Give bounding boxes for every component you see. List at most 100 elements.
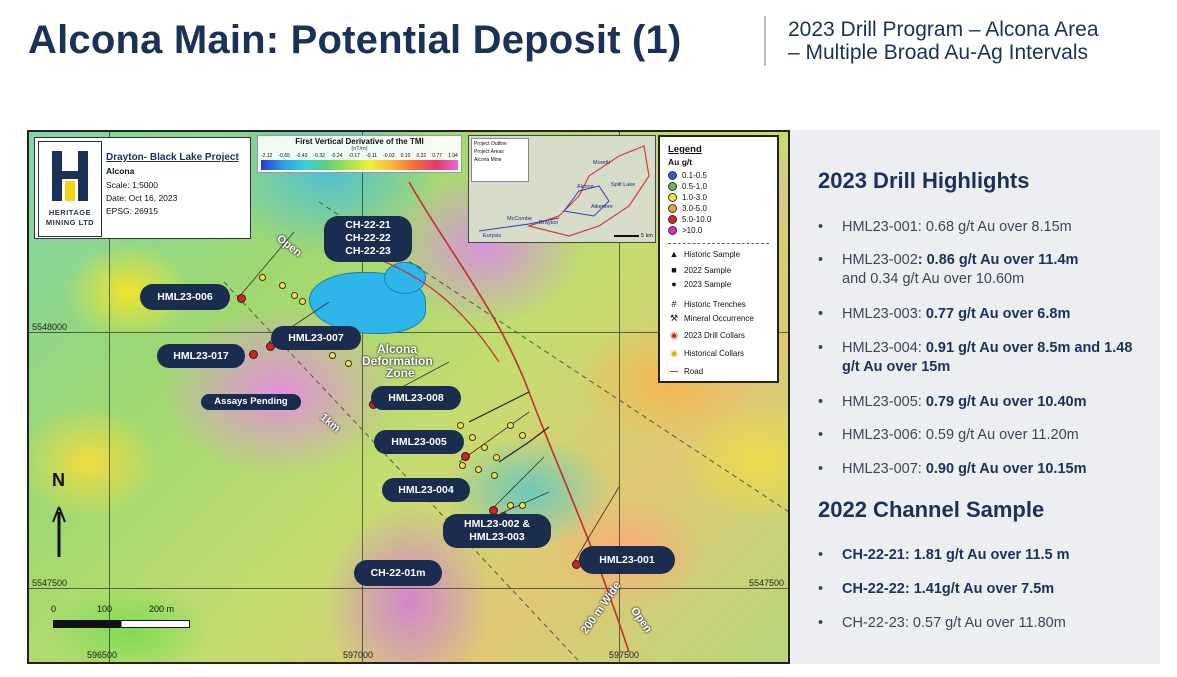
inset-map: Project Outline Project Areas Alcona Min… — [468, 135, 656, 243]
inset-legend-item: Alcona Mine — [474, 157, 502, 163]
inset-linework — [478, 145, 650, 237]
sample-dot — [469, 434, 476, 441]
project-name: Drayton- Black Lake Project — [106, 152, 239, 163]
sample-dot — [475, 466, 482, 473]
page-title: Alcona Main: Potential Deposit (1) — [28, 18, 682, 62]
map-epsg: EPSG: 26915 — [106, 206, 158, 216]
inset-place: McCombe — [507, 216, 533, 222]
sample-dot — [459, 462, 466, 469]
tmi-ticks: -2.12 -0.65 -0.43 -0.32 -0.24 -0.17 -0.1… — [261, 153, 458, 159]
drill-trace — [458, 411, 530, 463]
drill-trace — [493, 456, 545, 508]
map-date: Date: Oct 16, 2023 — [106, 193, 178, 203]
channel-callout: CH-22-01m — [354, 560, 442, 586]
grid-line — [29, 332, 788, 333]
sample-dot — [299, 298, 306, 305]
tmi-tick: -0.17 — [348, 153, 360, 159]
inset-place: Eurysis — [483, 233, 502, 239]
legend-grade-item: 1.0-3.0 — [668, 193, 707, 202]
drill-callout: HML23-001 — [579, 546, 675, 574]
legend-grade-item: 5.0-10.0 — [668, 215, 711, 224]
inset-place: Drayton — [539, 220, 559, 226]
triangle-icon: ▲ — [669, 249, 679, 259]
page-subtitle: 2023 Drill Program – Alcona Area – Multi… — [788, 18, 1099, 64]
road — [408, 181, 630, 653]
tmi-tick: 1.94 — [448, 153, 458, 159]
map-scale: Scale: 1:5000 — [106, 180, 158, 190]
grid-line — [29, 588, 788, 589]
road-icon: — — [669, 366, 679, 376]
zone-label: Zone — [386, 366, 415, 380]
legend-symbol-item: # Historic Trenches — [668, 299, 745, 309]
grade-dot-icon — [668, 171, 677, 180]
inset-place: Alcona — [577, 184, 594, 190]
subtitle-line-2: – Multiple Broad Au-Ag Intervals — [788, 41, 1088, 64]
legend-divider — [668, 243, 769, 244]
scale-label: 100 — [97, 604, 113, 614]
legend-symbol-item: ■ 2022 Sample — [668, 265, 731, 275]
map-legend: Legend Au g/t 0.1-0.5 0.5-1.0 1.0-3.0 3.… — [658, 135, 779, 383]
drill-callout: HML23-007 — [271, 326, 361, 350]
northing-label: 5547500 — [32, 578, 68, 588]
grade-dot-icon — [668, 204, 677, 213]
trench — [498, 426, 550, 463]
lake — [384, 262, 426, 294]
sample-dot — [519, 432, 526, 439]
grade-dot-icon — [668, 226, 677, 235]
drill-callout: HML23-002 & HML23-003 — [443, 514, 551, 548]
drill-callout: HML23-005 — [374, 430, 464, 454]
drill-trace — [573, 486, 620, 563]
trench-icon: # — [671, 299, 677, 309]
logo-text: HERITAGE — [48, 208, 92, 217]
pickaxe-icon: ⚒ — [669, 313, 679, 323]
zone-label: Alcona — [377, 342, 418, 356]
square-icon: ■ — [671, 265, 677, 275]
sample-dot — [491, 472, 498, 479]
easting-label: 597500 — [609, 650, 640, 660]
sample-dot — [507, 502, 514, 509]
legend-grade-item: 0.1-0.5 — [668, 171, 707, 180]
subtitle-line-1: 2023 Drill Program – Alcona Area — [788, 18, 1099, 41]
tmi-tick: -0.32 — [313, 153, 325, 159]
sample-dot — [457, 422, 464, 429]
assays-pending-label: Assays Pending — [201, 394, 301, 410]
scale-label: 0 — [51, 604, 57, 614]
scale-label: 200 m — [149, 604, 175, 614]
channel-sample-heading: 2022 Channel Sample — [818, 497, 1045, 522]
easting-label: 596500 — [87, 650, 118, 660]
grade-dot-icon — [668, 215, 677, 224]
inset-place: Aikenore — [591, 204, 613, 210]
grid-line — [109, 132, 110, 662]
highlights-panel: 2023 Drill Highlights • HML23-001: 0.68 … — [790, 130, 1160, 664]
inset-legend-item: Project Areas — [474, 149, 504, 155]
north-arrow-label: N — [52, 470, 65, 490]
deformation-zone-line — [223, 281, 581, 662]
sample-dot — [507, 422, 514, 429]
scale-bar — [53, 620, 190, 628]
tmi-tick: -0.24 — [331, 153, 343, 159]
inset-legend: Project Outline Project Areas Alcona Min… — [471, 138, 529, 182]
sample-dot — [481, 444, 488, 451]
company-logo: HERITAGE MINING LTD — [38, 141, 102, 237]
grid-line — [362, 132, 363, 662]
inset-place: Moretti — [593, 160, 610, 166]
logo-h-icon — [52, 151, 88, 201]
tmi-title: First Vertical Derivative of the TMI — [295, 137, 424, 146]
drill-highlights-heading: 2023 Drill Highlights — [818, 168, 1030, 193]
drill-collar — [249, 350, 258, 359]
drill-trace — [238, 231, 295, 298]
tmi-tick: -0.11 — [366, 153, 378, 159]
drill-collar-icon: ◉ — [670, 330, 678, 340]
tmi-tick: 0.77 — [432, 153, 443, 159]
legend-symbol-item: — Road — [669, 366, 704, 376]
legend-subtitle: Au g/t — [668, 157, 693, 167]
grade-dot-icon — [668, 182, 677, 191]
tmi-colorbar: First Vertical Derivative of the TMI (nT… — [257, 135, 462, 173]
channel-callout: CH-22-21 CH-22-22 CH-22-23 — [324, 216, 412, 262]
drill-callout: HML23-017 — [157, 344, 245, 368]
zone-label: Deformation — [362, 354, 433, 368]
title-divider — [764, 16, 766, 66]
historical-collar-icon: ◉ — [670, 348, 678, 358]
sample-dot — [329, 352, 336, 359]
legend-title: Legend — [668, 144, 702, 155]
